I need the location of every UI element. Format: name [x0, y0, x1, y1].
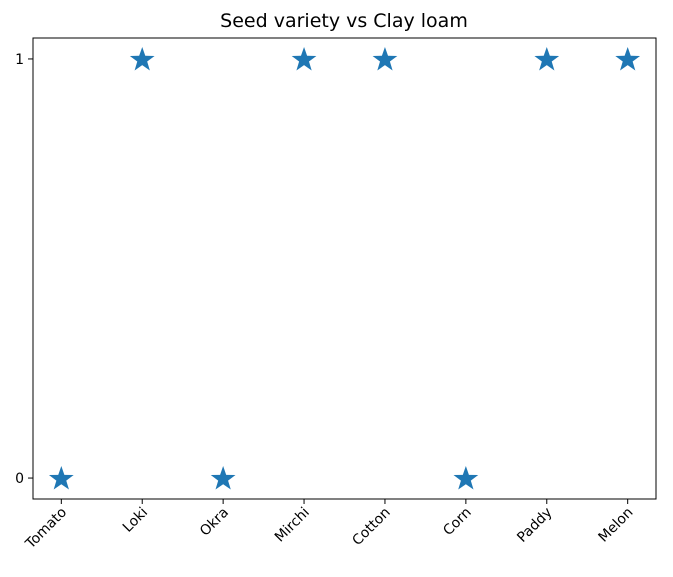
x-tick-label: Loki [120, 505, 151, 536]
data-point-mirchi [291, 46, 317, 71]
data-points [48, 46, 641, 490]
data-point-loki [129, 46, 155, 71]
x-tick-label: Cotton [349, 505, 393, 549]
chart-title: Seed variety vs Clay loam [220, 10, 468, 32]
y-tick-label: 1 [15, 52, 24, 68]
data-point-tomato [48, 466, 74, 490]
x-tick-label: Paddy [514, 505, 555, 546]
y-axis: 01 [15, 52, 33, 487]
data-point-okra [210, 466, 236, 490]
data-point-corn [453, 466, 479, 490]
x-tick-label: Melon [595, 505, 636, 546]
plot-frame [32, 37, 657, 500]
x-axis: Tomato Loki Okra Mirchi Cotton Corn Paddy Melon [22, 499, 637, 553]
x-tick-label: Corn [440, 505, 474, 539]
data-point-cotton [372, 46, 398, 71]
x-tick-label: Mirchi [272, 505, 313, 546]
data-point-melon [615, 46, 641, 71]
x-tick-label: Tomato [22, 505, 70, 553]
x-tick-label: Okra [197, 505, 232, 540]
y-tick-label: 0 [15, 471, 24, 487]
data-point-paddy [534, 46, 560, 71]
